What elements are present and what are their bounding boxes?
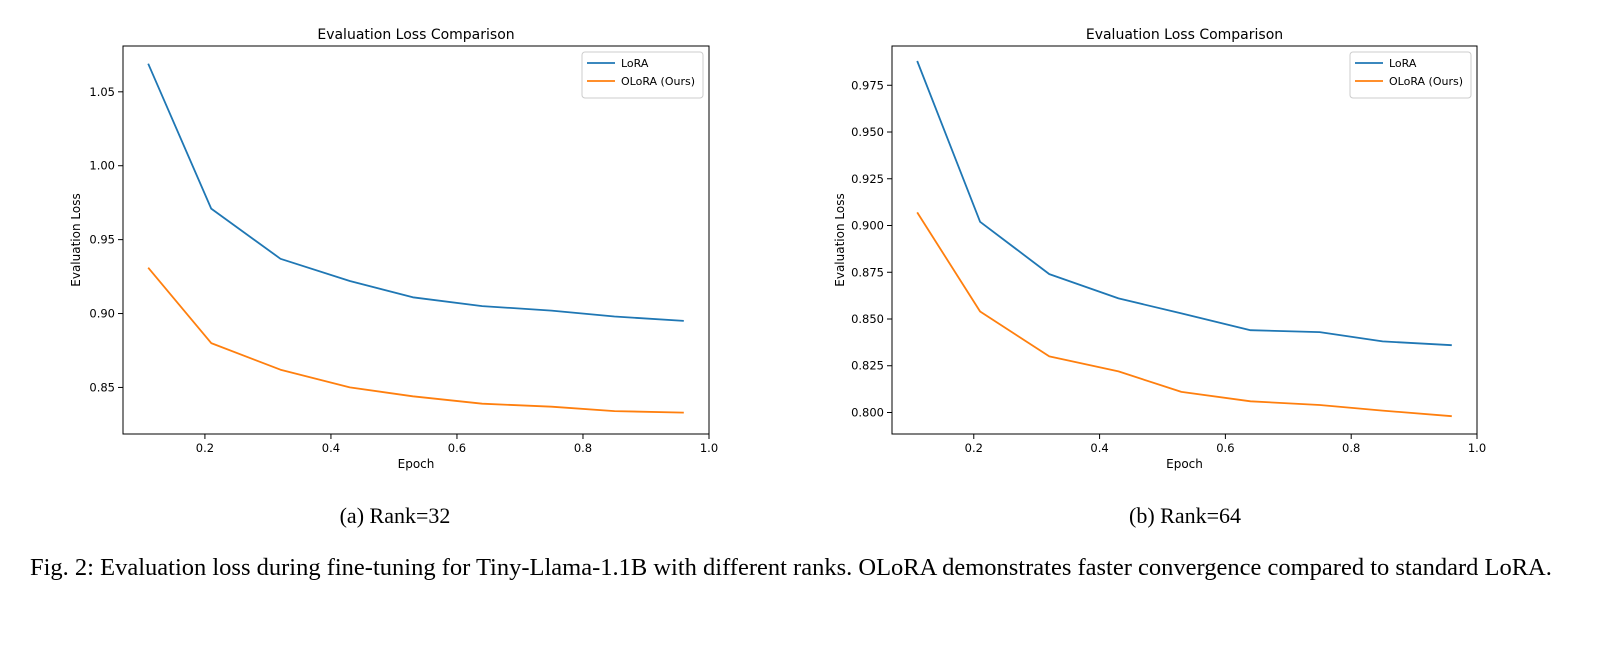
y-tick-label: 0.825 <box>851 359 884 373</box>
y-tick-label: 1.05 <box>89 85 115 99</box>
y-tick-label: 0.900 <box>851 219 884 233</box>
x-tick-label: 1.0 <box>1468 441 1486 455</box>
series-line-olora <box>147 267 684 414</box>
x-tick-label: 0.2 <box>196 441 214 455</box>
figure-caption: Fig. 2: Evaluation loss during fine-tuni… <box>30 554 1552 581</box>
y-tick-label: 0.95 <box>89 233 115 247</box>
y-tick-label: 0.90 <box>89 307 115 321</box>
legend: LoRA OLoRA (Ours) <box>581 51 704 99</box>
x-tick-label: 0.4 <box>322 441 340 455</box>
x-tick-label: 0.2 <box>965 441 983 455</box>
series-line-olora <box>916 211 1452 418</box>
legend-label: LoRA <box>621 57 649 70</box>
legend: LoRA OLoRA (Ours) <box>1349 51 1472 99</box>
y-tick-label: 0.875 <box>851 265 884 279</box>
y-tick-label: 0.850 <box>851 312 884 326</box>
x-tick-label: 0.6 <box>448 441 466 455</box>
subcaption-rank-32: (a) Rank=32 <box>339 503 451 528</box>
chart-rank-64: Evaluation Loss Comparison 0.2 0.4 0.6 0.8 1.… <box>833 27 1486 471</box>
chart-title: Evaluation Loss Comparison <box>317 27 514 43</box>
y-tick-label: 1.00 <box>89 159 115 173</box>
chart-rank-32: Evaluation Loss Comparison 0.2 0.4 0.6 0.8 1.… <box>69 27 718 471</box>
x-tick-label: 0.4 <box>1090 441 1108 455</box>
y-tick-label: 0.800 <box>851 405 884 419</box>
legend-label: OLoRA (Ours) <box>1389 75 1463 88</box>
plot-area-frame <box>891 45 1478 435</box>
chart-panel-rank-64: Evaluation Loss Comparison 0.2 0.4 0.6 0.8 1.… <box>790 0 1597 480</box>
x-tick-label: 1.0 <box>700 441 718 455</box>
plot-area-frame <box>122 45 710 435</box>
x-tick-label: 0.8 <box>574 441 592 455</box>
series-line-lora <box>147 63 684 322</box>
chart-panel-rank-32: Evaluation Loss Comparison 0.2 0.4 0.6 0.8 1.… <box>0 0 790 480</box>
subcaption-rank-64: (b) Rank=64 <box>1129 503 1241 528</box>
y-tick-label: 0.950 <box>851 125 884 139</box>
chart-title: Evaluation Loss Comparison <box>1086 27 1283 43</box>
y-tick-label: 0.925 <box>851 172 884 186</box>
x-axis-label: Epoch <box>398 457 435 471</box>
y-tick-label: 0.85 <box>89 380 115 394</box>
x-tick-label: 0.6 <box>1216 441 1234 455</box>
y-axis-label: Evaluation Loss <box>833 193 847 286</box>
y-axis-label: Evaluation Loss <box>69 193 83 286</box>
series-line-lora <box>916 60 1452 347</box>
legend-label: OLoRA (Ours) <box>621 75 695 88</box>
x-tick-label: 0.8 <box>1342 441 1360 455</box>
x-axis-label: Epoch <box>1166 457 1203 471</box>
legend-label: LoRA <box>1389 57 1417 70</box>
y-tick-label: 0.975 <box>851 78 884 92</box>
